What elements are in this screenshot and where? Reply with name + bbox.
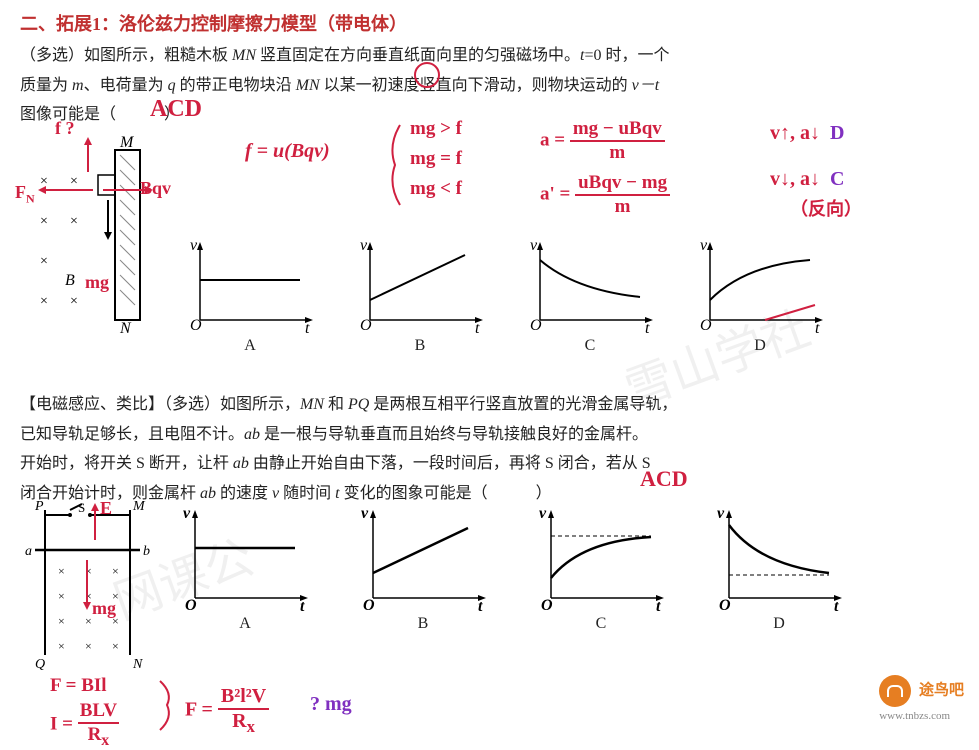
hw-fquestion: f ?: [55, 118, 75, 139]
graph-1c: Ot v C: [520, 235, 660, 355]
svg-text:×: ×: [70, 214, 78, 229]
svg-text:v: v: [717, 505, 725, 522]
circle-annotation: [412, 60, 442, 90]
svg-text:×: ×: [40, 214, 48, 229]
hw-csub: （反向）: [790, 195, 862, 221]
hw-dnote: v↑, a↓ D: [770, 122, 844, 145]
svg-text:N: N: [132, 657, 143, 670]
svg-text:×: ×: [85, 639, 92, 653]
svg-text:Q: Q: [35, 657, 45, 670]
svg-text:O: O: [190, 317, 202, 334]
svg-text:v: v: [361, 505, 369, 522]
hw-feq2: F = B²l²VRx: [185, 685, 269, 737]
graph-label: C: [531, 615, 671, 633]
graph-1a: Ot v A: [180, 235, 320, 355]
svg-text:v: v: [190, 237, 198, 254]
hw-feq: f = u(Bqv): [245, 140, 330, 163]
section-title: 二、拓展1：洛伦兹力控制摩擦力模型（带电体）: [0, 0, 979, 41]
problem2-line2: 已知导轨足够长，且电阻不计。ab 是一根与导轨垂直而且始终与导轨接触良好的金属杆…: [0, 420, 979, 450]
svg-text:O: O: [541, 597, 553, 613]
brace-1: [380, 120, 410, 210]
graph-label: A: [175, 615, 315, 633]
problem1-line2: 质量为 m、电荷量为 q 的带正电物块沿 MN 以某一初速度竖直向下滑动，则物块…: [0, 71, 979, 101]
svg-text:v: v: [539, 505, 547, 522]
graphs-row-2: Ot v A Ot v B Ot v C Ot v D: [0, 498, 979, 638]
svg-text:O: O: [530, 317, 542, 334]
problem2-line3: 开始时，将开关 S 断开，让杆 ab 由静止开始自由下落，一段时间后，再将 S …: [0, 449, 979, 479]
hw-ieq: I = BLVRx: [50, 700, 119, 750]
svg-text:t: t: [834, 598, 839, 613]
graph-label: B: [353, 615, 493, 633]
svg-text:O: O: [185, 597, 197, 613]
svg-text:t: t: [645, 320, 650, 335]
problem1-line1: （多选）如图所示，粗糙木板 MN 竖直固定在方向垂直纸面向里的匀强磁场中。t=0…: [0, 41, 979, 71]
hw-cnote: v↓, a↓ C: [770, 168, 844, 191]
svg-text:v: v: [700, 237, 708, 254]
svg-text:O: O: [360, 317, 372, 334]
hw-fn: FN: [15, 182, 35, 207]
graph-label: D: [690, 337, 830, 355]
graph-label: D: [709, 615, 849, 633]
graphs-row-1: Ot v A Ot v B Ot v C Ot v D: [0, 230, 979, 360]
svg-text:t: t: [478, 598, 483, 613]
graph-1b: Ot v B: [350, 235, 490, 355]
graph-2d: Ot v D: [709, 503, 849, 633]
svg-text:t: t: [815, 320, 820, 335]
graph-2b: Ot v B: [353, 503, 493, 633]
svg-text:v: v: [183, 505, 191, 522]
hw-cond1: mg > f: [410, 118, 462, 140]
arrow-fn: [38, 180, 98, 200]
svg-text:t: t: [305, 320, 310, 335]
hw-a2eq: a' = uBqv − mgm: [540, 172, 670, 218]
svg-text:v: v: [530, 237, 538, 254]
hw-cond3: mg < f: [410, 178, 462, 200]
hw-aeq: a = mg − uBqvm: [540, 118, 665, 164]
svg-text:t: t: [475, 320, 480, 335]
graph-label: C: [520, 337, 660, 355]
svg-text:O: O: [719, 597, 731, 613]
logo-url: www.tnbzs.com: [879, 710, 950, 722]
graph-label: A: [180, 337, 320, 355]
graph-1d: Ot v D: [690, 235, 830, 355]
svg-text:v: v: [360, 237, 368, 254]
svg-text:M: M: [119, 135, 135, 151]
hw-mgq: ? mg: [310, 693, 352, 716]
svg-text:×: ×: [58, 639, 65, 653]
logo: 途鸟吧 www.tnbzs.com: [879, 675, 964, 724]
hw-cond2: mg = f: [410, 148, 462, 170]
graph-label: B: [350, 337, 490, 355]
problem2-line1: 【电磁感应、类比】（多选）如图所示，MN 和 PQ 是两根互相平行竖直放置的光滑…: [0, 390, 979, 420]
logo-text: 途鸟吧: [919, 682, 964, 698]
svg-text:t: t: [300, 598, 305, 613]
svg-text:O: O: [363, 597, 375, 613]
answer-1: ACD: [150, 96, 202, 123]
logo-icon: [879, 675, 911, 707]
svg-text:t: t: [656, 598, 661, 613]
answer-2: ACD: [640, 466, 688, 492]
graph-2c: Ot v C: [531, 503, 671, 633]
svg-text:×: ×: [112, 639, 119, 653]
hw-bqv: Bqv: [140, 178, 171, 199]
brace-2: [155, 678, 180, 733]
arrow-f: [73, 137, 103, 177]
graph-2a: Ot v A: [175, 503, 315, 633]
svg-text:O: O: [700, 317, 712, 334]
hw-fbil: F = BIl: [50, 675, 107, 697]
